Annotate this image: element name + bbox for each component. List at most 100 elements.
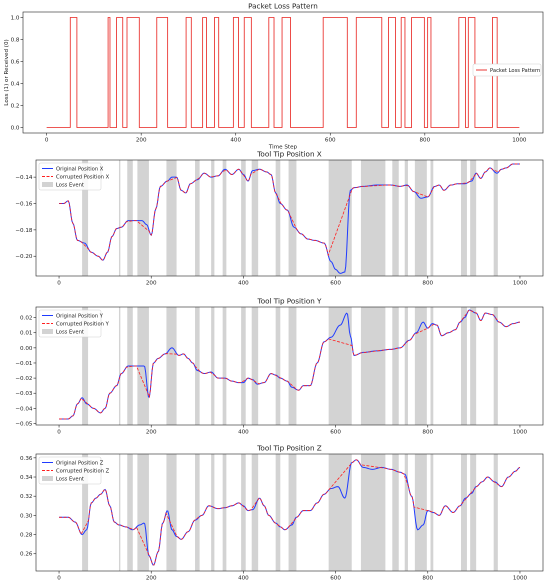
- y-tick-label: 0.32: [20, 494, 32, 500]
- legend-label: Corrupted Position Y: [56, 322, 110, 328]
- y-axis-label: Loss (1) or Received (0): [4, 39, 10, 105]
- x-tick-label: 200: [146, 281, 157, 287]
- x-tick-label: 800: [422, 281, 433, 287]
- loss-event-band: [392, 160, 399, 276]
- legend: Packet Loss Pattern: [472, 63, 542, 77]
- loss-event-band: [288, 454, 297, 571]
- loss-event-band: [82, 160, 89, 276]
- x-tick-label: 1000: [513, 576, 528, 582]
- y-tick-label: 0.28: [20, 533, 33, 539]
- legend-label: Loss Event: [56, 183, 84, 189]
- x-tick-label: 200: [146, 430, 157, 436]
- x-tick-label: 1000: [513, 430, 528, 436]
- loss-event-band: [470, 307, 477, 425]
- y-tick-label: −0.01: [15, 361, 33, 367]
- legend: Original Position X Corrupted Position X L…: [38, 162, 110, 191]
- x-tick-label: 1000: [513, 281, 528, 287]
- legend-label: Corrupted Position Z: [56, 469, 110, 475]
- loss-event-band: [493, 160, 498, 276]
- loss-event-band: [392, 307, 399, 425]
- loss-event-band: [166, 307, 177, 425]
- y-tick-label: −0.18: [15, 228, 33, 234]
- axes-frame: [35, 306, 544, 426]
- loss-event-band: [241, 454, 246, 571]
- loss-event-band: [251, 307, 259, 425]
- legend-box: [38, 162, 102, 191]
- loss-event-band: [127, 454, 133, 571]
- y-tick-label: 0.8: [11, 38, 20, 44]
- loss-event-band: [166, 160, 177, 276]
- legend-swatch: [42, 476, 53, 481]
- x-tick-label: 0: [45, 138, 49, 144]
- legend-label: Corrupted Position X: [56, 175, 110, 181]
- series-packet-loss-line: [46, 17, 520, 128]
- loss-event-band: [360, 454, 386, 571]
- y-tick-label: 0.01: [20, 331, 33, 337]
- x-tick-label: 0: [57, 430, 61, 436]
- loss-event-band: [460, 160, 467, 276]
- x-axis-label: Time Step: [268, 145, 298, 151]
- loss-event-band: [493, 307, 498, 425]
- loss-event-band: [360, 307, 386, 425]
- legend: Original Position Y Corrupted Position Y L…: [38, 309, 110, 338]
- loss-event-band: [241, 160, 246, 276]
- loss-event-band: [211, 160, 215, 276]
- legend-box: [38, 309, 102, 338]
- x-tick-label: 800: [422, 576, 433, 582]
- loss-event-band: [251, 454, 259, 571]
- loss-event-band: [328, 454, 352, 571]
- y-tick-label: −0.16: [15, 202, 33, 208]
- y-tick-label: 0.6: [11, 60, 20, 66]
- y-tick-label: 0.4: [11, 82, 20, 88]
- loss-event-band: [241, 307, 246, 425]
- chart-title: Tool Tip Position Y: [257, 297, 323, 306]
- x-tick-label: 1000: [512, 138, 527, 144]
- legend-label: Loss Event: [56, 477, 84, 483]
- y-tick-label: 0.02: [20, 316, 32, 322]
- y-tick-label: −0.14: [15, 175, 33, 181]
- loss-event-band: [82, 454, 89, 571]
- y-tick-label: 0.00: [20, 346, 33, 352]
- series-corrupted-line: [59, 309, 520, 420]
- loss-event-band: [222, 307, 227, 425]
- loss-event-band: [392, 454, 399, 571]
- x-tick-label: 400: [238, 576, 249, 582]
- loss-event-band: [414, 454, 427, 571]
- loss-event-band: [127, 160, 133, 276]
- x-tick-label: 800: [419, 138, 430, 144]
- loss-event-band: [118, 454, 121, 571]
- y-tick-label: 1.0: [11, 16, 20, 22]
- axes-frame: [35, 159, 544, 277]
- legend-box: [38, 456, 102, 485]
- loss-event-band: [275, 160, 281, 276]
- loss-event-band: [328, 307, 352, 425]
- position-z-panel: Tool Tip Position Z 0 200 400 600 800 1000 0.26…: [20, 444, 544, 582]
- loss-event-band: [493, 454, 498, 571]
- y-tick-label: 0.0: [11, 126, 20, 132]
- legend-label: Original Position Z: [56, 461, 104, 467]
- loss-event-band: [414, 160, 427, 276]
- x-tick-label: 400: [238, 281, 249, 287]
- packet-loss-panel: Packet Loss Pattern 0 200 400 600 800 1000 0.0 0…: [4, 2, 544, 151]
- loss-event-band: [137, 160, 149, 276]
- x-tick-label: 400: [230, 138, 241, 144]
- loss-event-band: [470, 454, 477, 571]
- loss-event-band: [222, 454, 227, 571]
- loss-event-band: [404, 454, 408, 571]
- legend-swatch: [42, 329, 53, 334]
- loss-event-band: [275, 454, 281, 571]
- loss-event-band: [328, 160, 352, 276]
- loss-event-band: [288, 307, 297, 425]
- legend-label: Loss Event: [56, 330, 84, 336]
- loss-event-band: [430, 160, 434, 276]
- y-tick-label: −0.04: [15, 406, 33, 412]
- loss-event-band: [460, 307, 467, 425]
- position-y-panel: Tool Tip Position Y 0 200 400 600 800 1000 −0.0…: [15, 297, 544, 436]
- loss-event-band: [460, 454, 467, 571]
- y-tick-label: −0.02: [15, 376, 32, 382]
- x-tick-label: 600: [330, 430, 341, 436]
- y-tick-label: 0.26: [20, 552, 33, 558]
- loss-event-band: [166, 454, 177, 571]
- loss-event-band: [430, 307, 434, 425]
